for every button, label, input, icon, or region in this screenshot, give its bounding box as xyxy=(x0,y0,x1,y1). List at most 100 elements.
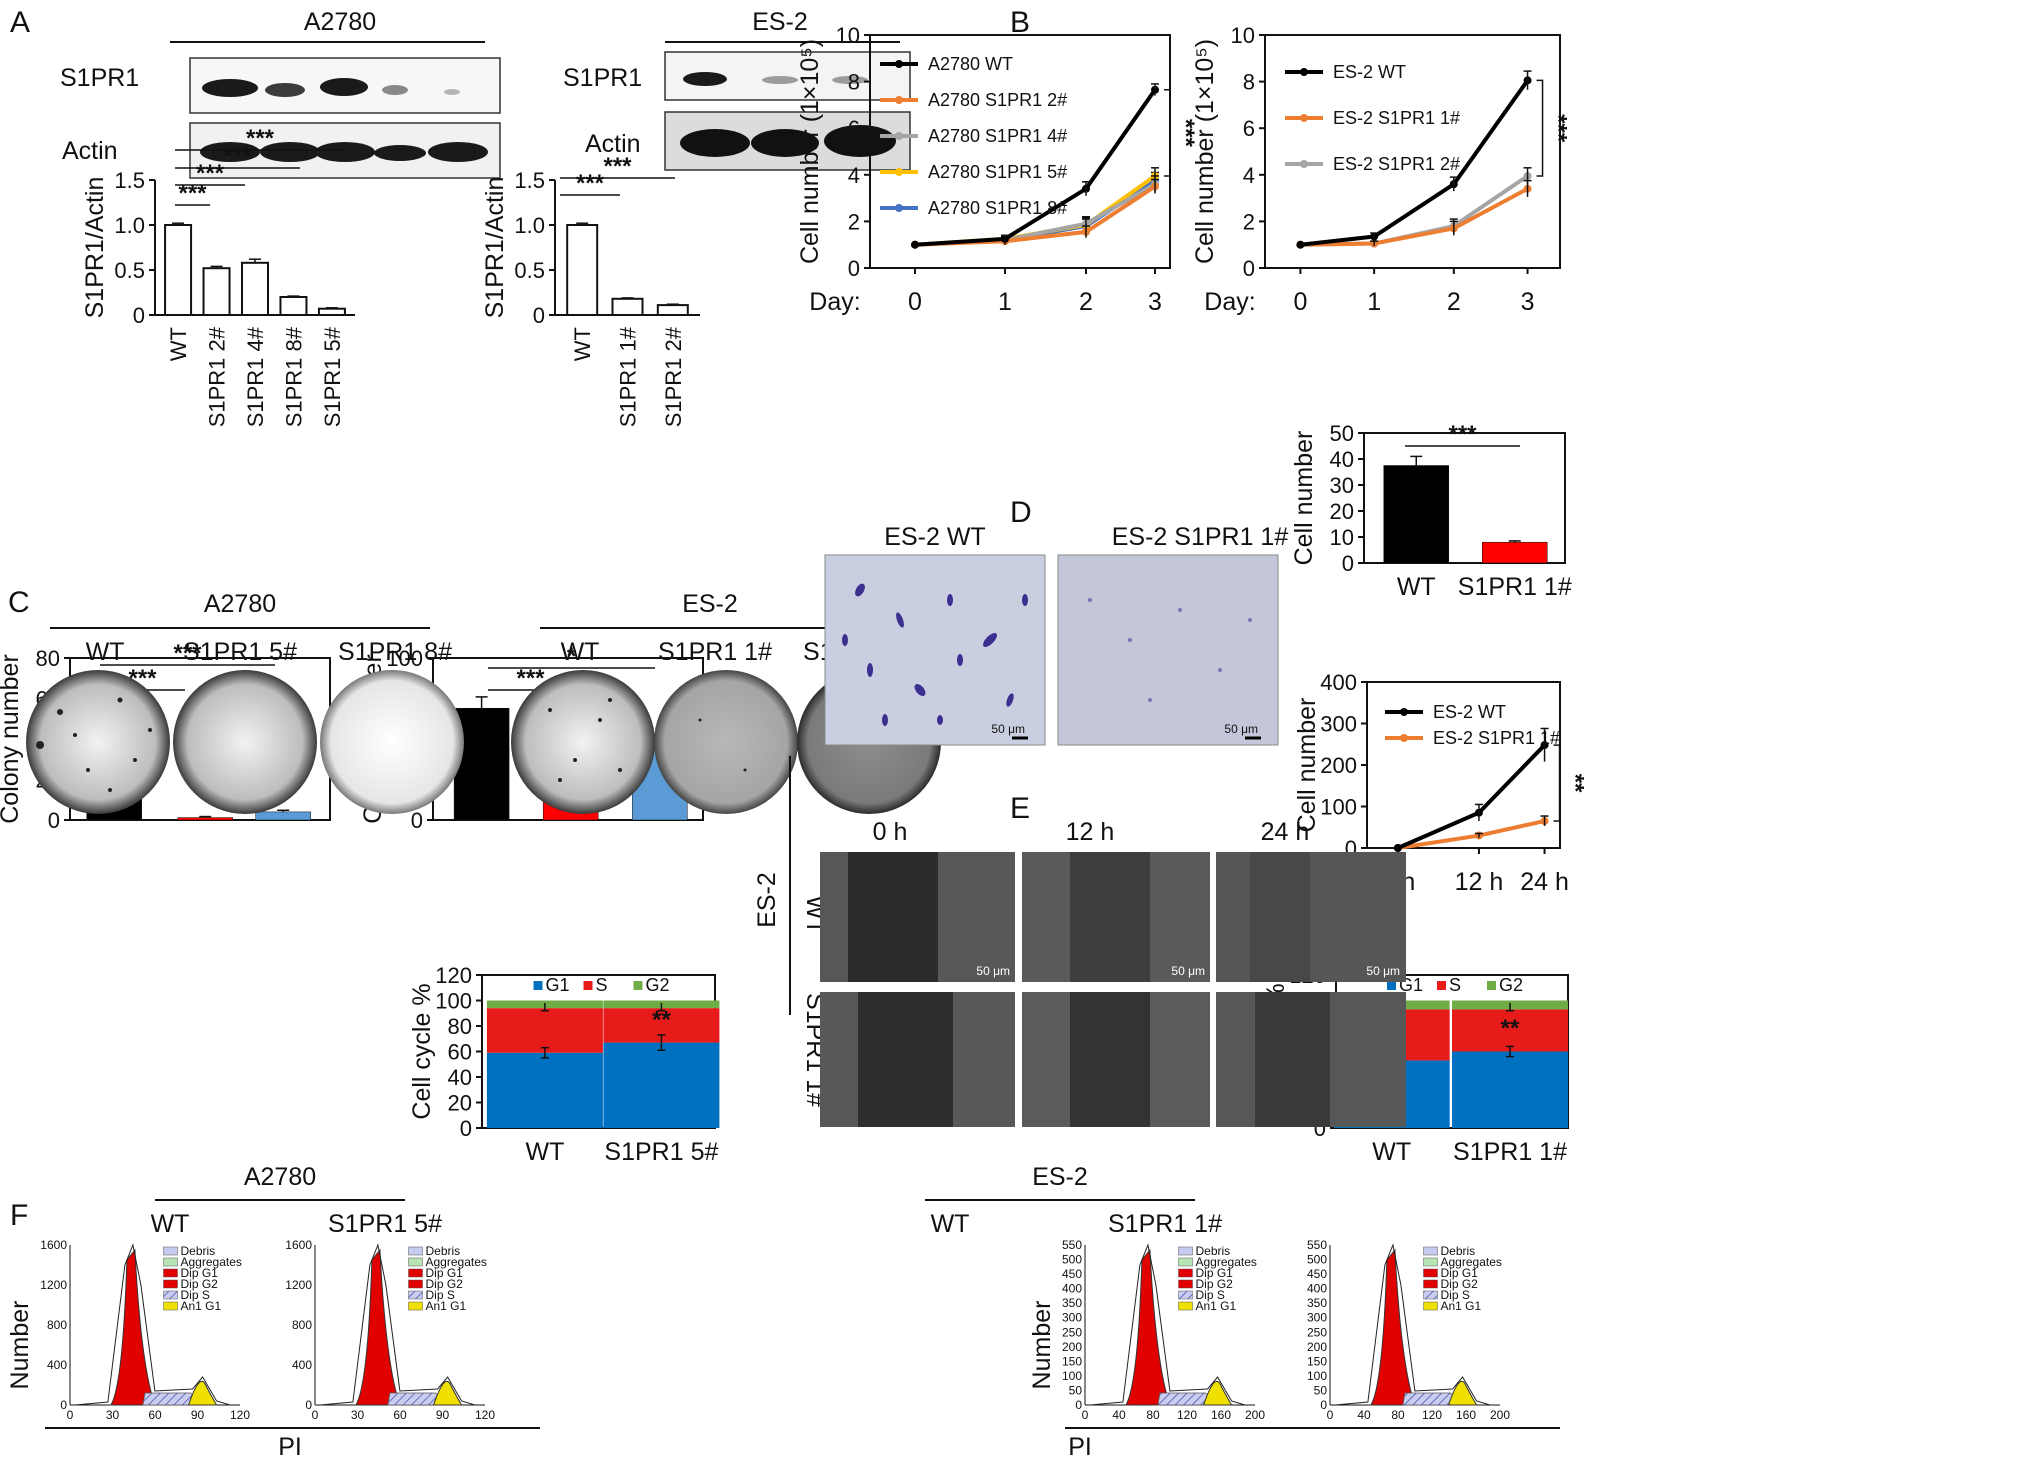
blot-bands-actin xyxy=(680,125,896,157)
hist-legend-label: Dip S xyxy=(1441,1288,1470,1302)
hist-y-tick: 350 xyxy=(1307,1296,1327,1310)
series-line xyxy=(1397,743,1546,850)
x-tick-label: 12 h xyxy=(1455,868,1504,896)
dish-label: S1PR1 1# xyxy=(658,638,772,666)
hist-legend-label: Dip G1 xyxy=(1441,1266,1479,1280)
hist-legend-label: Dip S xyxy=(426,1288,455,1302)
x-tick-label: S1PR1 1# xyxy=(1458,573,1572,601)
panel-label-b: B xyxy=(1010,6,1030,39)
x-tick-label: S1PR1 1# xyxy=(1453,1138,1567,1166)
hist-x-tick: 30 xyxy=(351,1408,365,1422)
hist-legend-label: An1 G1 xyxy=(1196,1299,1237,1313)
y-tick-label: 1.0 xyxy=(114,213,145,238)
legend-label: A2780 S1PR1 2# xyxy=(928,90,1067,110)
hist-x-tick: 160 xyxy=(1211,1408,1231,1422)
legend-swatch xyxy=(633,981,643,990)
series-line xyxy=(1300,187,1529,247)
hist-x-tick: 90 xyxy=(436,1408,450,1422)
dish-label: S1PR1 8# xyxy=(338,638,452,666)
series-line xyxy=(914,88,1157,247)
legend-swatch xyxy=(1387,981,1396,990)
y-tick-label: 0 xyxy=(460,1116,472,1141)
hist-y-tick: 150 xyxy=(1062,1354,1082,1368)
legend-label: S xyxy=(596,975,608,995)
legend-swatch xyxy=(583,981,593,990)
y-tick-label: 60 xyxy=(448,1040,472,1065)
legend-label: ES-2 WT xyxy=(1433,702,1506,722)
y-tick-label: 120 xyxy=(435,963,472,988)
significance-mark: *** xyxy=(576,170,605,197)
flow-sample-label: S1PR1 1# xyxy=(1108,1210,1222,1238)
hist-legend-label: Aggregates xyxy=(426,1255,487,1269)
x-tick-label: 0 xyxy=(908,288,922,316)
hist-x-tick: 60 xyxy=(393,1408,407,1422)
transwell-label-wt: ES-2 WT xyxy=(884,523,985,551)
hist-x-tick: 30 xyxy=(106,1408,120,1422)
legend-label: A2780 S1PR1 8# xyxy=(928,198,1067,218)
hist-y-tick: 800 xyxy=(47,1318,67,1332)
x-tick-label: WT xyxy=(166,327,191,361)
legend-marker xyxy=(895,60,903,68)
bar xyxy=(611,297,644,316)
wound-image xyxy=(1216,852,1406,982)
data-point xyxy=(1393,844,1402,852)
band-label-s1pr1: S1PR1 xyxy=(60,64,139,92)
hist-x-tick: 160 xyxy=(1456,1408,1476,1422)
hist-y-tick: 350 xyxy=(1062,1296,1082,1310)
hist-legend-swatch xyxy=(1178,1301,1193,1311)
x-tick-label: S1PR1 4# xyxy=(243,326,268,427)
significance-mark: *** xyxy=(1172,119,1199,148)
x-tick-label: 1 xyxy=(1367,288,1381,316)
legend-marker xyxy=(1300,160,1308,168)
hist-legend-label: Aggregates xyxy=(1441,1255,1502,1269)
y-axis-label: Cell number (1×10⁵) xyxy=(796,39,824,264)
y-tick-label: 8 xyxy=(848,70,860,95)
y-axis-label: S1PR1/Actin xyxy=(81,177,109,319)
y-tick-label: 1.5 xyxy=(514,168,545,193)
s-phase-area xyxy=(142,1392,204,1406)
hist-y-tick: 450 xyxy=(1307,1267,1327,1281)
hist-y-tick: 1600 xyxy=(285,1238,312,1252)
y-tick-label: 2 xyxy=(1243,209,1255,234)
g2-peak xyxy=(1202,1380,1233,1406)
significance-mark: *** xyxy=(1448,421,1477,448)
x-tick-label: S1PR1 1# xyxy=(616,326,641,427)
y-tick-label: 100 xyxy=(386,646,423,671)
scale-bar-label: 50 μm xyxy=(991,722,1025,736)
hist-legend-label: An1 G1 xyxy=(1441,1299,1482,1313)
hist-y-tick: 1200 xyxy=(40,1278,67,1292)
y-tick-label: 1.0 xyxy=(514,213,545,238)
panel-label-c: C xyxy=(8,586,30,619)
hist-x-tick: 60 xyxy=(148,1408,162,1422)
bar xyxy=(317,307,346,317)
y-tick-label: 2 xyxy=(848,209,860,234)
hist-y-tick: 450 xyxy=(1062,1267,1082,1281)
x-tick-label: 2 xyxy=(1447,288,1461,316)
y-tick-label: 6 xyxy=(848,116,860,141)
x-tick-label: S1PR1 5# xyxy=(604,1138,718,1166)
hist-y-tick: 150 xyxy=(1307,1354,1327,1368)
hist-outline xyxy=(74,1243,231,1406)
significance-bracket xyxy=(1553,744,1561,822)
hist-legend-swatch xyxy=(408,1279,423,1289)
legend-swatch xyxy=(1487,981,1496,990)
hist-y-tick: 200 xyxy=(1307,1340,1327,1354)
hist-legend-swatch xyxy=(1423,1290,1438,1300)
hist-y-tick: 800 xyxy=(292,1318,312,1332)
hist-y-tick: 1600 xyxy=(40,1238,67,1252)
flow-ylabel: Number xyxy=(6,1301,34,1390)
hist-legend-label: An1 G1 xyxy=(181,1299,222,1313)
legend-label: A2780 S1PR1 4# xyxy=(928,126,1067,146)
flow-ylabel: Number xyxy=(1028,1301,1056,1390)
bar xyxy=(656,304,689,317)
y-axis-label: Cell number xyxy=(1293,698,1321,833)
colony-dish xyxy=(511,670,655,814)
series-line xyxy=(1397,819,1545,850)
hist-legend-swatch xyxy=(408,1268,423,1278)
flow-xlabel: PI xyxy=(1068,1433,1092,1461)
legend-label: G2 xyxy=(646,975,670,995)
plot-frame xyxy=(1264,34,1561,269)
y-tick-label: 0.5 xyxy=(114,258,145,283)
